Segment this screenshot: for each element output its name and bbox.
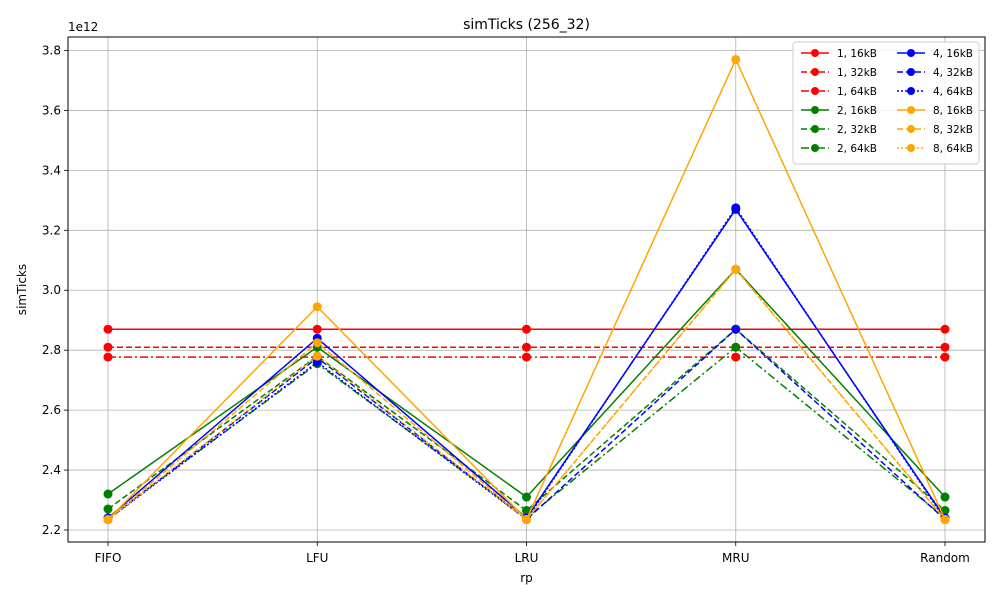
- series-line: [107, 268, 946, 521]
- legend-label: 8, 32kB: [933, 124, 973, 136]
- legend-label: 2, 64kB: [837, 143, 877, 155]
- x-tick-label: MRU: [722, 551, 749, 565]
- legend-marker: [811, 144, 819, 152]
- legend-item: 1, 64kB: [801, 86, 877, 98]
- x-tick-label: FIFO: [95, 551, 122, 565]
- data-point: [103, 515, 113, 525]
- legend-label: 8, 64kB: [933, 143, 973, 155]
- data-point: [522, 342, 531, 352]
- legend-item: 4, 16kB: [897, 48, 973, 60]
- legend-item: 4, 64kB: [897, 86, 973, 98]
- data-point: [103, 489, 113, 499]
- y-tick-label: 3.2: [42, 223, 61, 237]
- series-group: [103, 264, 950, 525]
- y-axis-ticks: 2.2 2.4 2.6 2.8 3.0 3.2 3.4 3.6 3.8: [42, 43, 68, 537]
- legend-item: 2, 16kB: [801, 105, 877, 117]
- legend-marker: [811, 87, 819, 95]
- legend-label: 1, 64kB: [837, 86, 877, 98]
- data-point: [731, 54, 741, 64]
- legend-item: 8, 32kB: [897, 124, 973, 136]
- data-point: [731, 352, 741, 362]
- series-line: [107, 346, 946, 519]
- data-point: [940, 324, 950, 334]
- legend-label: 1, 32kB: [837, 67, 877, 79]
- data-point: [522, 492, 531, 502]
- data-point: [731, 264, 741, 274]
- x-tick-label: Random: [920, 551, 970, 565]
- data-point: [731, 342, 741, 352]
- legend-label: 2, 32kB: [837, 124, 877, 136]
- data-point: [940, 492, 950, 502]
- legend-marker: [907, 125, 915, 133]
- legend-label: 1, 16kB: [837, 48, 877, 60]
- legend-marker: [811, 68, 819, 76]
- data-point: [103, 504, 113, 514]
- data-point: [731, 203, 741, 213]
- legend-label: 4, 16kB: [933, 48, 973, 60]
- y-axis-offset-label: 1e12: [68, 20, 98, 34]
- legend-label: 4, 32kB: [933, 67, 973, 79]
- legend-label: 8, 16kB: [933, 105, 973, 117]
- data-point: [103, 352, 113, 362]
- series-lines: [103, 54, 950, 525]
- legend: 1, 16kB 1, 32kB 1, 64kB 2, 16kB 2, 32kB 2, 64…: [792, 41, 980, 165]
- legend-marker: [811, 49, 819, 57]
- legend-item: 2, 64kB: [801, 143, 877, 155]
- x-axis-ticks: FIFO LFU LRU MRU Random: [95, 542, 970, 565]
- data-point: [940, 515, 950, 525]
- series-group: [103, 352, 950, 362]
- data-point: [731, 324, 741, 334]
- legend-item: 1, 32kB: [801, 67, 877, 79]
- y-tick-label: 2.8: [42, 343, 61, 357]
- legend-label: 4, 64kB: [933, 86, 973, 98]
- series-line: [107, 206, 946, 521]
- data-point: [522, 324, 531, 334]
- legend-marker: [811, 125, 819, 133]
- legend-marker: [907, 49, 915, 57]
- legend-item: 8, 64kB: [897, 143, 973, 155]
- data-point: [940, 352, 950, 362]
- legend-marker: [907, 106, 915, 114]
- data-point: [940, 342, 950, 352]
- legend-marker: [907, 87, 915, 95]
- legend-box: [792, 41, 980, 165]
- y-tick-label: 3.6: [42, 103, 61, 117]
- x-tick-label: LFU: [306, 551, 328, 565]
- legend-marker: [907, 144, 915, 152]
- data-point: [312, 338, 322, 348]
- data-point: [103, 324, 113, 334]
- y-axis-label: simTicks: [15, 264, 29, 315]
- series-line: [107, 328, 946, 512]
- data-point: [522, 352, 531, 362]
- legend-item: 8, 16kB: [897, 105, 973, 117]
- legend-label: 2, 16kB: [837, 105, 877, 117]
- y-tick-label: 3.8: [42, 43, 61, 57]
- legend-marker: [811, 106, 819, 114]
- data-point: [103, 342, 113, 352]
- series-group: [103, 324, 950, 334]
- legend-item: 1, 16kB: [801, 48, 877, 60]
- legend-item: 2, 32kB: [801, 124, 877, 136]
- y-tick-label: 2.2: [42, 523, 61, 537]
- x-axis-label: rp: [520, 571, 533, 585]
- data-point: [312, 351, 322, 361]
- data-point: [312, 302, 322, 312]
- y-tick-label: 3.4: [42, 163, 61, 177]
- legend-item: 4, 32kB: [897, 67, 973, 79]
- y-tick-label: 2.6: [42, 403, 61, 417]
- y-tick-label: 3.0: [42, 283, 61, 297]
- data-point: [522, 515, 531, 525]
- x-tick-label: LRU: [515, 551, 539, 565]
- series-line: [107, 328, 946, 521]
- legend-marker: [907, 68, 915, 76]
- chart-title: simTicks (256_32): [463, 17, 590, 33]
- y-tick-label: 2.4: [42, 463, 61, 477]
- data-point: [312, 324, 322, 334]
